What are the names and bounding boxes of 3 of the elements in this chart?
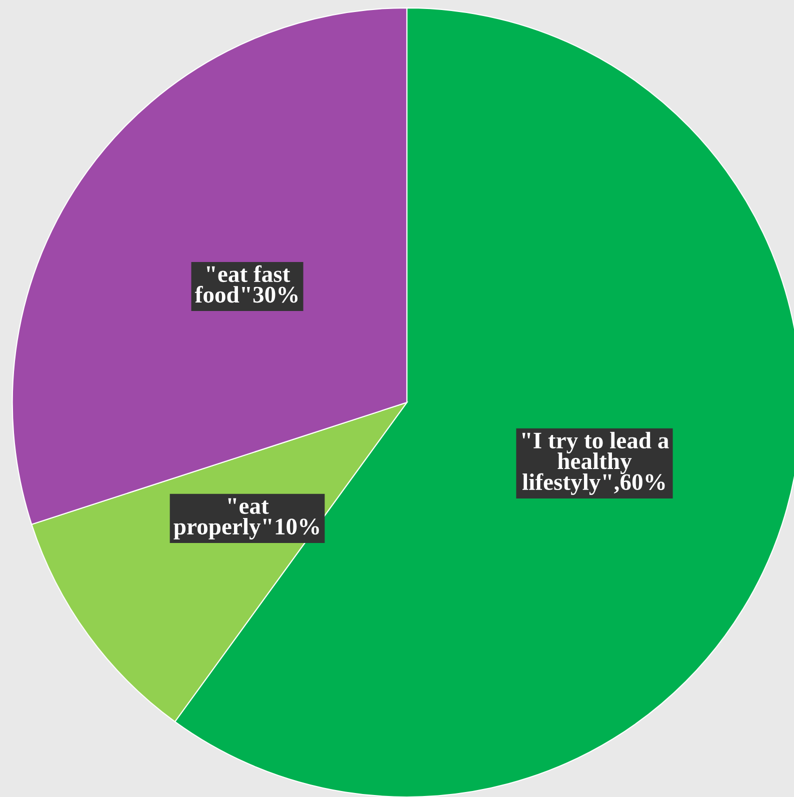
slice-label: "I try to lead a healthy lifestyly",60% — [522, 432, 669, 495]
slice-label: "eat fast food"30% — [194, 265, 298, 303]
slice-label: "eat properly"10% — [174, 498, 319, 540]
